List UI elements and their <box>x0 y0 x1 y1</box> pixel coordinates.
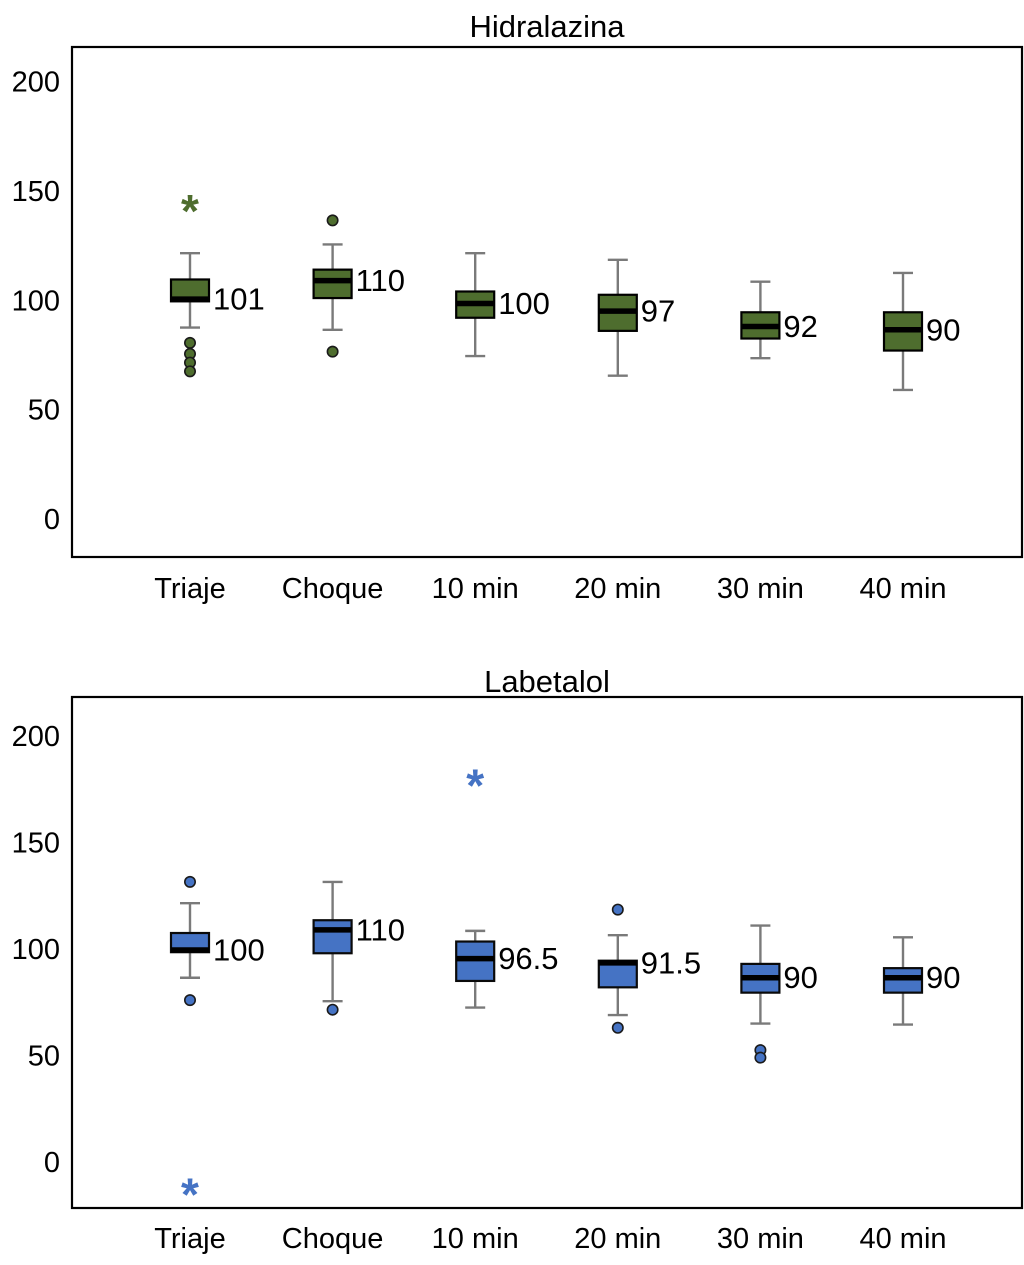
y-tick-label: 200 <box>12 721 60 753</box>
x-category-label: 40 min <box>859 573 946 605</box>
x-category-label: 30 min <box>717 573 804 605</box>
outlier-dot <box>754 1051 767 1064</box>
outlier-dot <box>184 994 197 1007</box>
y-tick-label: 150 <box>12 176 60 208</box>
x-category-label: 40 min <box>859 1223 946 1255</box>
box-group-triaje: * 100 <box>169 875 265 1221</box>
hidralazina-boxplot-chart: Hidralazina 0 50 100 150 200 Triaje * 101 Choque 1… <box>12 9 1024 605</box>
plot-border <box>70 45 1024 559</box>
extreme-outlier-star: * <box>181 1169 199 1221</box>
median-value-label: 100 <box>498 286 550 321</box>
y-tick-label: 150 <box>12 828 60 860</box>
outlier-dot <box>611 903 624 916</box>
outlier-dot <box>611 1021 624 1034</box>
median-value-label: 110 <box>356 263 405 298</box>
median-value-label: 97 <box>641 294 675 329</box>
x-category-label: Triaje <box>154 573 225 605</box>
x-category-label: 20 min <box>574 1223 661 1255</box>
y-tick-label: 0 <box>44 1147 60 1179</box>
box-group-triaje: * 101 <box>169 185 265 378</box>
chart-title: Hidralazina <box>469 9 625 44</box>
x-category-label: 10 min <box>432 1223 519 1255</box>
extreme-outlier-star: * <box>181 185 199 237</box>
y-tick-label: 100 <box>12 934 60 966</box>
box-group-30-min: 90 <box>740 924 818 1064</box>
y-tick-label: 50 <box>28 1041 60 1073</box>
extreme-outlier-star: * <box>466 760 484 812</box>
median-value-label: 90 <box>783 960 817 995</box>
y-tick-label: 200 <box>12 67 60 99</box>
y-tick-label: 50 <box>28 395 60 427</box>
chart-title: Labetalol <box>484 664 610 699</box>
box-group-10-min: * 96.5 <box>455 760 559 1009</box>
x-category-label: Choque <box>282 573 384 605</box>
median-value-label: 90 <box>926 960 960 995</box>
labetalol-boxplot-chart: Labetalol050100150200Triaje*100Choque110… <box>12 664 1024 1255</box>
x-category-label: 20 min <box>574 573 661 605</box>
outlier-dot <box>184 365 197 378</box>
box-group-20-min: 91.5 <box>597 903 701 1034</box>
median-value-label: 90 <box>926 312 960 347</box>
median-value-label: 110 <box>356 912 405 947</box>
iqr-box <box>312 268 353 300</box>
outlier-dot <box>326 1003 339 1016</box>
box-group-40-min: 90 <box>882 271 960 392</box>
median-value-label: 92 <box>783 309 817 344</box>
box-group-30-min: 92 <box>740 280 818 360</box>
outlier-dot <box>184 875 197 888</box>
x-category-label: 30 min <box>717 1223 804 1255</box>
outlier-dot <box>184 336 197 349</box>
median-value-label: 101 <box>213 282 265 317</box>
box-group-20-min: 97 <box>597 258 675 377</box>
x-category-label: Choque <box>282 1223 384 1255</box>
x-category-label: Triaje <box>154 1223 225 1255</box>
box-group-choque: 110 <box>312 880 405 1016</box>
outlier-dot <box>326 345 339 358</box>
median-value-label: 100 <box>213 933 265 968</box>
y-tick-label: 100 <box>12 285 60 317</box>
box-group-10-min: 100 <box>455 252 550 358</box>
box-group-choque: 110 <box>312 214 405 358</box>
y-tick-label: 0 <box>44 504 60 536</box>
iqr-box <box>312 919 353 955</box>
outlier-dot <box>326 214 339 227</box>
median-value-label: 91.5 <box>641 945 701 980</box>
x-category-label: 10 min <box>432 573 519 605</box>
box-group-40-min: 90 <box>882 936 960 1026</box>
median-value-label: 96.5 <box>498 941 558 976</box>
plot-border <box>70 695 1024 1210</box>
